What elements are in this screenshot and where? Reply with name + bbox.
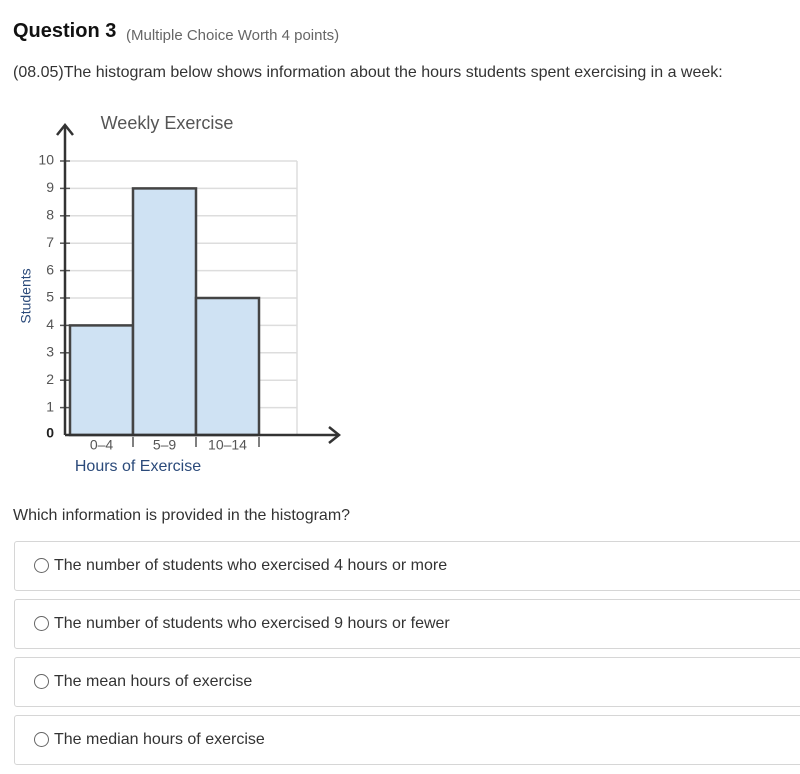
chart-title: Weekly Exercise (101, 113, 234, 133)
question-points: (Multiple Choice Worth 4 points) (126, 27, 340, 44)
y-tick-label: 6 (46, 261, 54, 277)
chart: Weekly Exercise Hours of Exercise Studen… (13, 108, 347, 478)
y-tick-label: 2 (46, 371, 54, 387)
option[interactable]: The median hours of exercise (14, 715, 800, 765)
option-label[interactable]: The number of students who exercised 4 h… (54, 557, 448, 574)
question-title: Question 3 (13, 20, 117, 42)
y-tick-label: 4 (46, 316, 54, 332)
x-axis-arrow (328, 426, 342, 444)
question: Which information is provided in the his… (13, 507, 351, 524)
y-axis-label: Students (18, 268, 34, 323)
y-axis-arrow (56, 122, 74, 136)
option-label[interactable]: The mean hours of exercise (54, 673, 253, 690)
radio-button[interactable] (34, 558, 49, 573)
y-tick-label: 10 (38, 152, 54, 168)
y-tick-label: 7 (46, 234, 54, 250)
option[interactable]: The number of students who exercised 9 h… (14, 599, 800, 649)
x-axis-label: Hours of Exercise (75, 458, 201, 475)
radio-button[interactable] (34, 674, 49, 689)
bar (68, 324, 135, 437)
y-tick-label: 0 (46, 425, 54, 441)
y-tick-label: 8 (46, 207, 54, 223)
y-tick-label: 5 (46, 289, 54, 305)
radio-button[interactable] (34, 616, 49, 631)
x-tick-label: 5–9 (153, 437, 177, 453)
radio-button[interactable] (34, 732, 49, 747)
x-tick-label: 0–4 (90, 437, 114, 453)
y-tick-label: 9 (46, 179, 54, 195)
x-tick-label: 10–14 (208, 437, 247, 453)
bar (131, 187, 198, 437)
option[interactable]: The number of students who exercised 4 h… (14, 541, 800, 591)
prompt: (08.05)The histogram below shows informa… (13, 64, 723, 81)
bar (194, 296, 261, 437)
y-tick-label: 3 (46, 344, 54, 360)
option-label[interactable]: The number of students who exercised 9 h… (54, 615, 450, 632)
option[interactable]: The mean hours of exercise (14, 657, 800, 707)
option-label[interactable]: The median hours of exercise (54, 731, 265, 748)
y-tick-label: 1 (46, 398, 54, 414)
